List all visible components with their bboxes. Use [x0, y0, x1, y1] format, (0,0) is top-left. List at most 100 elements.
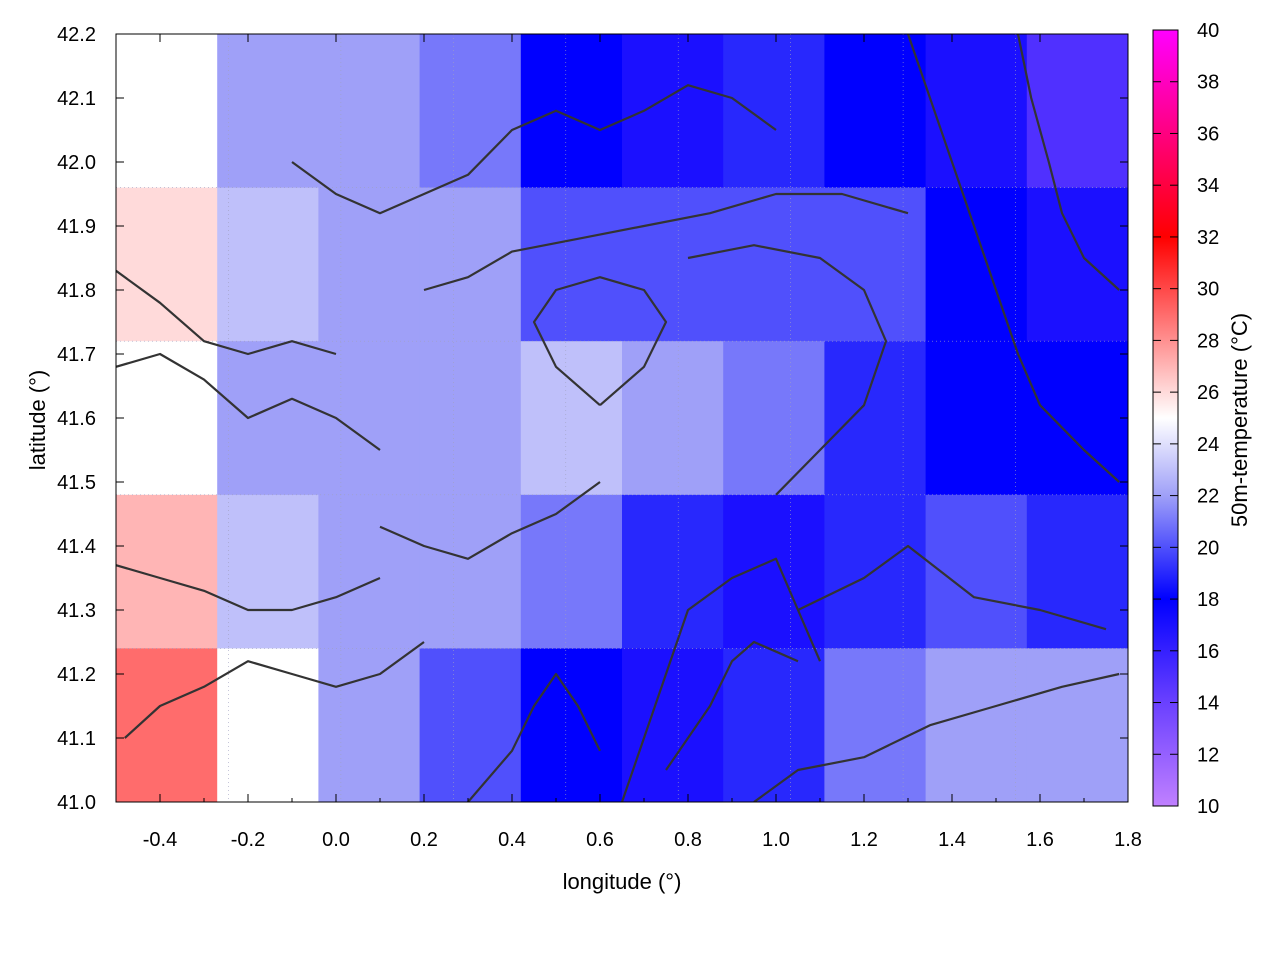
colorbar-tick-label: 36 [1197, 123, 1219, 145]
colorbar-tick-label: 30 [1197, 279, 1219, 301]
colorbar-tick-label: 28 [1197, 330, 1219, 352]
y-tick-label: 42.1 [57, 88, 96, 110]
heatmap-cell [622, 341, 724, 496]
colorbar-tick-label: 26 [1197, 382, 1219, 404]
heatmap-cell [520, 494, 623, 649]
heatmap-cell [622, 34, 724, 189]
y-tick-label: 42.2 [57, 24, 96, 46]
colorbar-tick-label: 14 [1197, 693, 1219, 715]
x-tick-label: 0.4 [498, 829, 526, 851]
heatmap-cell [116, 494, 218, 649]
colorbar-tick-label: 40 [1197, 20, 1219, 42]
contour-line [1016, 34, 1120, 291]
contour-line [620, 557, 822, 802]
heatmap-cell [723, 648, 825, 802]
heatmap-cell [824, 494, 927, 649]
colorbar-tick-label: 16 [1197, 641, 1219, 663]
heatmap-cell [318, 494, 421, 649]
colorbar [1152, 29, 1179, 807]
x-tick-label: 0.8 [674, 829, 702, 851]
heatmap-cell [622, 187, 724, 342]
colorbar-tick-label: 38 [1197, 72, 1219, 94]
y-tick-label: 41.9 [57, 216, 96, 238]
heatmap-cell [1026, 341, 1128, 496]
y-tick-label: 41.2 [57, 664, 96, 686]
heatmap-cell [217, 187, 319, 342]
colorbar-tick-label: 22 [1197, 486, 1219, 508]
y-tick-label: 41.3 [57, 600, 96, 622]
colorbar-tick-label: 24 [1197, 434, 1219, 456]
heatmap-cell [1026, 494, 1128, 649]
heatmap-cell [419, 494, 522, 649]
heatmap-cell [520, 341, 623, 496]
heatmap-cell [1026, 648, 1128, 802]
heatmap-cell [217, 341, 319, 496]
y-tick-label: 41.7 [57, 344, 96, 366]
x-tick-label: -0.4 [143, 829, 177, 851]
y-tick-label: 41.0 [57, 792, 96, 814]
colorbar-tick-label: 34 [1197, 175, 1219, 197]
heatmap-cell [318, 648, 421, 802]
heatmap-cell [723, 494, 825, 649]
y-axis-title: latitude (°) [25, 370, 50, 471]
heatmap-cell [318, 34, 421, 189]
y-tick-label: 41.6 [57, 408, 96, 430]
heatmap-cell [419, 187, 522, 342]
heatmap-cell [925, 34, 1028, 189]
contour-line [423, 192, 909, 292]
contour-line [379, 481, 601, 560]
heatmap-cell [824, 34, 927, 189]
heatmap-cell [622, 494, 724, 649]
heatmap-cell [520, 648, 623, 802]
heatmap [116, 34, 1128, 802]
heatmap-cell [520, 34, 623, 189]
x-tick-label: 0.6 [586, 829, 614, 851]
y-tick-label: 41.4 [57, 536, 96, 558]
x-tick-label: 1.8 [1114, 829, 1142, 851]
colorbar-tick-label: 12 [1197, 744, 1219, 766]
heatmap-cell [116, 187, 218, 342]
heatmap-cell [723, 34, 825, 189]
heatmap-cell [824, 341, 927, 496]
heatmap-cell [1026, 187, 1128, 342]
x-axis-title: longitude (°) [563, 869, 682, 894]
heatmap-cell [116, 341, 218, 496]
heatmap-cell [116, 34, 218, 189]
heatmap-cell [723, 187, 825, 342]
colorbar-ticks: 10 12 14 16 18 20 22 24 26 28 30 32 34 36 38 40 [1153, 20, 1219, 818]
heatmap-cell [217, 648, 319, 802]
heatmap-cell [419, 34, 522, 189]
x-tick-label: 1.4 [938, 829, 966, 851]
x-tick-label: -0.2 [231, 829, 265, 851]
contour-line [687, 244, 888, 496]
contour-line [124, 641, 425, 739]
contour-line [116, 564, 381, 612]
x-tick-label: 0.0 [322, 829, 350, 851]
heatmap-cell [925, 187, 1028, 342]
contour-line [116, 269, 337, 356]
contour-line [532, 276, 668, 407]
y-tick-label: 42.0 [57, 152, 96, 174]
x-tick-label: 1.0 [762, 829, 790, 851]
y-tick-label: 41.8 [57, 280, 96, 302]
colorbar-title: 50m-temperature (°C) [1227, 313, 1252, 527]
heatmap-cell [925, 648, 1028, 802]
contour-line [906, 34, 1120, 483]
contour-line [665, 640, 799, 771]
heatmap-cell [622, 648, 724, 802]
heatmap-cell [217, 34, 319, 189]
contour-line [753, 672, 1120, 802]
y-tick-label: 41.5 [57, 472, 96, 494]
y-tick-label: 41.1 [57, 728, 96, 750]
contour-line [116, 352, 381, 451]
colorbar-tick-label: 20 [1197, 537, 1219, 559]
heatmap-cell [419, 341, 522, 496]
heatmap-cell [419, 648, 522, 802]
heatmap-cell [318, 187, 421, 342]
colorbar-tick-label: 18 [1197, 589, 1219, 611]
x-tick-label: 1.2 [850, 829, 878, 851]
heatmap-cell [217, 494, 319, 649]
heatmap-cell [318, 341, 421, 496]
contour-line [291, 84, 777, 215]
